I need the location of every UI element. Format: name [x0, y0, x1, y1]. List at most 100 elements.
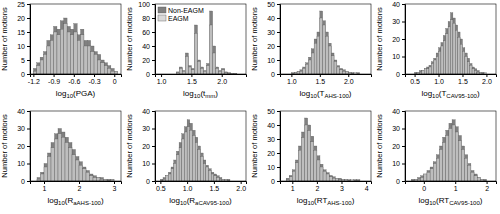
histogram-bar	[187, 127, 190, 181]
histogram-bar	[86, 171, 90, 182]
histogram-bar	[326, 174, 329, 181]
x-tick: 2	[315, 181, 319, 192]
histogram-bar	[335, 178, 338, 181]
histogram-bar	[422, 71, 424, 75]
histogram-bar	[308, 57, 311, 74]
y-tick-label: 40	[142, 108, 150, 115]
x-tick-label: -0.6	[68, 78, 80, 85]
y-tick: 20	[17, 143, 30, 150]
histogram-bar	[302, 132, 305, 181]
panel: 012010203040log10(RTCAV95-100)Number of …	[375, 108, 497, 206]
histogram-bar	[343, 71, 346, 74]
y-tick-mark	[152, 164, 155, 165]
histogram-bar	[111, 71, 114, 74]
histogram-bar	[317, 32, 320, 74]
y-tick-label: 30	[392, 125, 400, 132]
y-tick-mark	[152, 4, 155, 5]
histogram-bar	[101, 63, 104, 74]
histogram-bar	[471, 171, 474, 182]
histogram-bar	[308, 131, 311, 181]
x-tick-mark	[462, 74, 463, 77]
histogram-bar	[50, 35, 53, 74]
histogram-bar	[191, 68, 194, 74]
y-tick: 0	[146, 178, 155, 185]
histogram-bar	[446, 136, 449, 182]
histogram-bar	[462, 51, 464, 74]
histogram-bar	[436, 158, 439, 181]
y-tick-label: 0	[396, 178, 400, 185]
histogram-bar	[48, 157, 52, 182]
histogram-bar	[433, 164, 436, 182]
y-tick-label: 30	[267, 29, 275, 36]
histogram-bar	[197, 60, 200, 74]
histogram-bar	[320, 164, 323, 181]
y-tick: 30	[267, 136, 280, 143]
histogram-bar	[184, 127, 187, 181]
x-tick-mark	[292, 181, 293, 184]
y-axis-line	[402, 5, 406, 75]
plot-frame	[280, 111, 371, 181]
y-tick: 30	[17, 125, 30, 132]
histogram-bar	[81, 35, 84, 74]
histogram-bar	[77, 40, 80, 74]
y-tick-mark	[152, 46, 155, 47]
x-axis-title-part: (T	[439, 89, 447, 98]
histogram-bar	[427, 69, 429, 74]
x-axis-title-part: log	[183, 89, 194, 98]
x-tick: 1	[454, 181, 458, 192]
y-tick-mark	[402, 22, 405, 23]
x-tick-mark	[114, 74, 115, 77]
x-tick: 4	[365, 181, 369, 192]
y-tick-label: 0	[146, 178, 150, 185]
histogram-bar	[171, 169, 174, 181]
bars	[411, 120, 486, 181]
y-tick: 0	[21, 178, 30, 185]
y-tick: 20	[142, 57, 155, 64]
histogram-bar	[317, 160, 320, 181]
y-axis-title: Number of motions	[0, 7, 9, 71]
x-tick-label: -0.9	[48, 78, 60, 85]
y-tick: 50	[267, 108, 280, 115]
x-tick-label: 1	[454, 185, 458, 192]
panel: 1.01.52.001020304050log10(TAHS-100)Numbe…	[250, 1, 372, 99]
histogram-bar	[74, 32, 77, 74]
histogram-bar	[37, 63, 40, 74]
y-tick: 10	[17, 160, 30, 167]
y-tick-label: 0	[271, 71, 275, 78]
y-tick: 40	[392, 1, 405, 8]
histogram-bar	[453, 23, 455, 74]
histogram-bar	[62, 137, 66, 181]
histogram-bar	[201, 68, 204, 74]
histogram-bar	[335, 178, 338, 181]
histogram-bar	[206, 167, 209, 181]
x-tick-label: 1.5	[458, 78, 468, 85]
histogram-bar	[429, 65, 431, 74]
plot-frame	[155, 111, 246, 181]
y-tick: 40	[17, 108, 30, 115]
histogram-bar	[40, 60, 43, 74]
histogram-bar	[314, 146, 317, 181]
panel: 123401020304050log10(RTAHS-100)Number of…	[250, 108, 372, 206]
y-axis-line	[402, 112, 406, 182]
histogram-bar	[79, 162, 83, 181]
histogram-bar	[51, 148, 55, 181]
x-tick: 2	[485, 181, 489, 192]
y-tick: 40	[142, 43, 155, 50]
y-tick-label: 10	[267, 164, 275, 171]
y-axis-line	[152, 112, 156, 182]
x-tick-label: 3	[340, 185, 344, 192]
x-tick: 1.0	[434, 74, 444, 85]
y-tick: 0	[271, 71, 280, 78]
histogram-bar	[90, 176, 94, 181]
histogram-bar	[190, 130, 193, 181]
histogram-bar	[465, 158, 468, 181]
histogram-bar	[448, 27, 450, 74]
histogram-bar	[47, 46, 50, 74]
x-tick-mark	[160, 181, 161, 184]
y-tick: 10	[392, 53, 405, 60]
histogram-bar	[455, 30, 457, 74]
histogram-bar	[331, 53, 334, 74]
histogram-bar	[55, 134, 59, 181]
histogram-bar	[320, 167, 323, 181]
histogram-bar	[97, 178, 101, 182]
